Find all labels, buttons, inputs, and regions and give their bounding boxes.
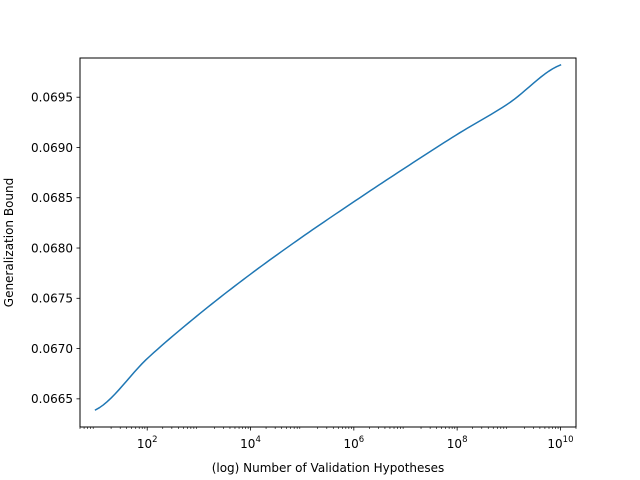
x-tick-label: 104	[240, 435, 261, 451]
x-tick-label: 1010	[547, 435, 573, 451]
x-tick-exponent: 4	[255, 435, 260, 445]
y-tick-label: 0.0695	[31, 91, 73, 105]
x-tick-base: 10	[343, 437, 358, 451]
axes-frame	[79, 57, 577, 428]
y-axis-label: Generalization Bound	[2, 178, 16, 307]
y-tick-label: 0.0670	[31, 342, 73, 356]
x-axis-label: (log) Number of Validation Hypotheses	[212, 461, 445, 475]
y-tick-label: 0.0690	[31, 141, 73, 155]
x-tick-base: 10	[447, 437, 462, 451]
x-tick-base: 10	[240, 437, 255, 451]
x-tick-base: 10	[547, 437, 562, 451]
series-line	[94, 64, 562, 411]
x-tick-exponent: 8	[462, 435, 467, 445]
x-tick-label: 106	[343, 435, 364, 451]
y-tick-label: 0.0685	[31, 191, 73, 205]
x-tick-label: 102	[137, 435, 158, 451]
y-tick-label: 0.0675	[31, 292, 73, 306]
y-tick-label: 0.0665	[31, 392, 73, 406]
y-axis-ticks: 0.0665 0.0670 0.0675 0.0680 0.0685 0.0690 0.06…	[31, 91, 80, 406]
y-tick-label: 0.0680	[31, 241, 73, 255]
plot-area	[79, 57, 577, 428]
x-tick-exponent: 10	[563, 435, 574, 445]
x-tick-label: 108	[447, 435, 468, 451]
x-tick-base: 10	[137, 437, 152, 451]
x-tick-exponent: 2	[152, 435, 157, 445]
x-axis-ticks: 102 104 106 108 1010	[79, 427, 577, 451]
x-tick-exponent: 6	[359, 435, 364, 445]
